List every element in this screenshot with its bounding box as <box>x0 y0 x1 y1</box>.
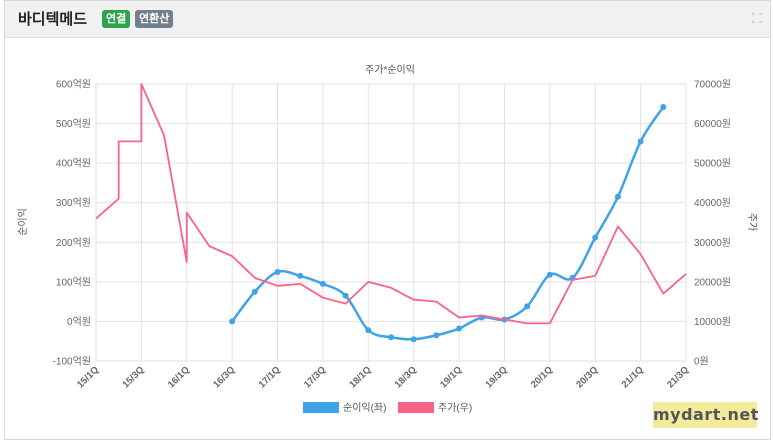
net-income-point[interactable] <box>251 288 258 295</box>
x-tick-label: 17/1Q <box>257 364 283 390</box>
x-tick-label: 15/1Q <box>75 364 101 390</box>
net-income-point[interactable] <box>410 336 417 343</box>
card-header: 바디텍메드 연결 연환산 <box>5 1 770 38</box>
right-tick-label: 20000원 <box>694 276 731 288</box>
legend-swatch-profit[interactable] <box>303 402 339 413</box>
left-axis-label: 순이익 <box>17 208 29 236</box>
right-tick-label: 0원 <box>694 356 709 368</box>
watermark: mydart.net <box>653 402 758 428</box>
right-tick-label: 40000원 <box>694 197 731 209</box>
legend-swatch-price[interactable] <box>398 402 434 413</box>
right-tick-label: 30000원 <box>694 237 731 249</box>
company-name: 바디텍메드 <box>18 10 88 28</box>
left-tick-label: -100억원 <box>53 356 91 368</box>
net-income-line <box>231 106 665 341</box>
x-tick-label: 16/1Q <box>166 364 192 390</box>
net-income-point[interactable] <box>637 138 644 145</box>
net-income-point[interactable] <box>614 193 621 200</box>
annualized-badge[interactable]: 연환산 <box>135 10 174 28</box>
chart-title: 주가*순이익 <box>365 64 415 76</box>
net-income-point[interactable] <box>365 327 372 334</box>
left-tick-label: 500억원 <box>56 118 91 130</box>
net-income-point[interactable] <box>274 268 281 275</box>
right-tick-label: 10000원 <box>694 316 731 328</box>
consolidated-badge[interactable]: 연결 <box>102 10 131 28</box>
x-tick-label: 20/1Q <box>529 364 555 390</box>
net-income-point[interactable] <box>524 303 531 310</box>
net-income-point[interactable] <box>433 332 440 339</box>
x-tick-label: 20/3Q <box>574 364 600 390</box>
right-axis-label: 주가 <box>746 213 758 231</box>
left-tick-label: 600억원 <box>56 79 91 91</box>
net-income-point[interactable] <box>592 234 599 241</box>
x-tick-label: 17/3Q <box>302 364 328 390</box>
right-tick-label: 60000원 <box>694 118 731 130</box>
left-tick-label: 300억원 <box>56 197 91 209</box>
net-income-point[interactable] <box>456 325 463 332</box>
left-tick-label: 0억원 <box>67 316 91 328</box>
legend: 순이익(좌) 주가(우) <box>303 402 472 414</box>
x-tick-label: 21/3Q <box>665 364 691 390</box>
x-tick-label: 15/3Q <box>120 364 146 390</box>
x-tick-label: 18/1Q <box>347 364 373 390</box>
x-tick-label: 18/3Q <box>393 364 419 390</box>
net-income-point[interactable] <box>388 334 394 341</box>
right-tick-label: 50000원 <box>694 158 731 170</box>
net-income-point[interactable] <box>319 280 326 287</box>
left-tick-label: 400억원 <box>56 158 91 170</box>
right-tick-label: 70000원 <box>694 79 731 91</box>
left-tick-label: 100억원 <box>56 276 91 288</box>
legend-label-price: 주가(우) <box>438 402 472 414</box>
net-income-point[interactable] <box>342 292 349 299</box>
net-income-point[interactable] <box>546 271 553 278</box>
x-tick-label: 19/3Q <box>483 364 509 390</box>
net-income-point[interactable] <box>660 103 667 110</box>
x-tick-label: 21/1Q <box>620 364 646 390</box>
legend-label-profit: 순이익(좌) <box>343 402 386 414</box>
net-income-point[interactable] <box>229 318 236 325</box>
left-tick-label: 200억원 <box>56 237 91 249</box>
x-tick-label: 16/3Q <box>211 364 237 390</box>
x-tick-label: 19/1Q <box>438 364 464 390</box>
net-income-point[interactable] <box>297 272 304 279</box>
stock-price-line <box>95 83 687 325</box>
chart-card: 바디텍메드 연결 연환산 <box>4 0 771 440</box>
